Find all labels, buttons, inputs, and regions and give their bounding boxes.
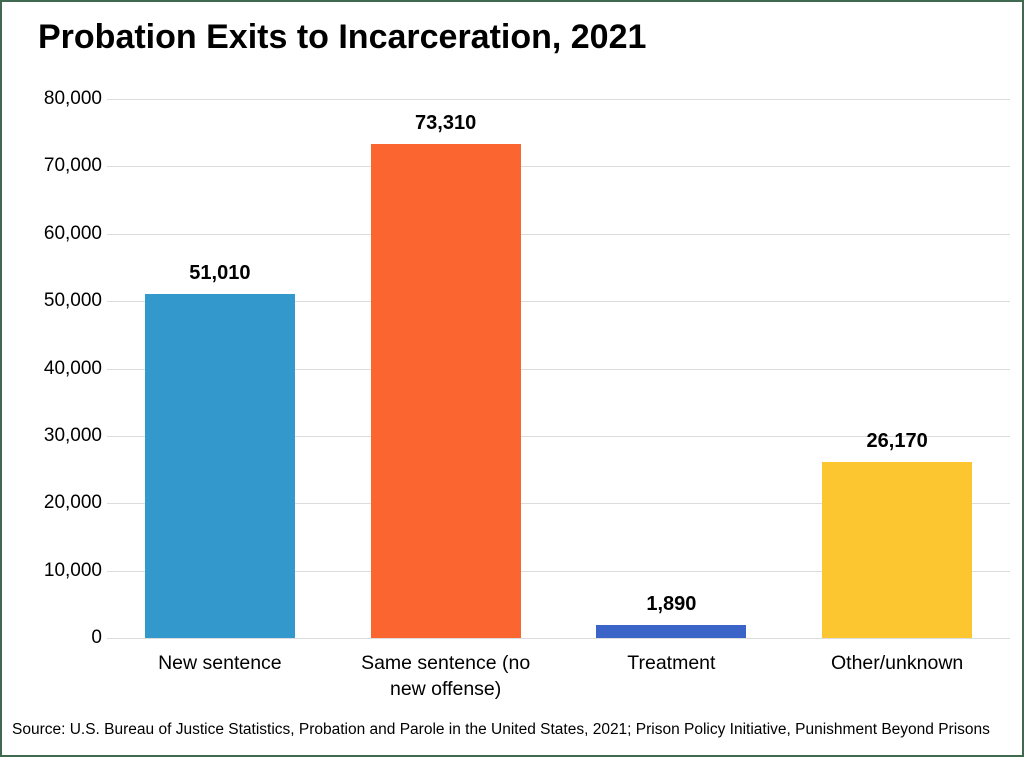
y-axis-tick-label: 20,000	[43, 492, 102, 514]
y-axis-tick-label: 70,000	[43, 155, 102, 177]
gridline	[107, 503, 1010, 505]
bar	[596, 625, 747, 638]
bar-group: 1,890	[559, 99, 785, 638]
y-axis-tick-label: 0	[91, 627, 102, 648]
gridline	[107, 166, 1010, 168]
x-axis-category-label: Treatment	[627, 652, 716, 674]
gridline	[107, 301, 1010, 303]
y-axis-tick-label: 80,000	[43, 88, 102, 109]
x-axis-category-label: New sentence	[158, 652, 282, 674]
y-axis-tick-label: 40,000	[43, 357, 102, 379]
bar-value-label: 73,310	[415, 112, 477, 135]
y-axis-tick-label: 50,000	[43, 290, 102, 312]
gridline	[107, 570, 1010, 572]
bar	[370, 144, 521, 638]
bar	[144, 294, 295, 638]
bar-value-label: 1,890	[646, 593, 697, 616]
bar-value-label: 26,170	[866, 429, 928, 452]
gridline	[107, 233, 1010, 235]
y-axis-tick-label: 60,000	[43, 222, 102, 244]
gridline	[107, 638, 1010, 639]
bar-group: 51,010	[107, 99, 333, 638]
gridline	[107, 435, 1010, 437]
chart-title: Probation Exits to Incarceration, 2021	[38, 18, 647, 56]
bar-group: 73,310	[333, 99, 559, 638]
bar-group: 26,170	[784, 99, 1010, 638]
x-axis: New sentence Same sentence (no new offens…	[107, 650, 1010, 710]
y-axis-tick-label: 30,000	[43, 424, 102, 446]
x-axis-category-label: Same sentence (no new offense)	[361, 652, 531, 701]
source-note: Source: U.S. Bureau of Justice Statistic…	[12, 721, 990, 738]
gridline	[107, 99, 1010, 100]
plot-area: 51,010 73,310 1,890 26,170	[107, 99, 1010, 639]
bar-value-label: 51,010	[189, 262, 251, 285]
y-axis: 0 10,000 20,000 30,000 40,000 50,000 60,000 70,…	[20, 88, 102, 648]
bar	[822, 461, 973, 638]
x-axis-category-label: Other/unknown	[831, 652, 964, 674]
gridline	[107, 368, 1010, 370]
y-axis-tick-label: 10,000	[43, 559, 102, 581]
